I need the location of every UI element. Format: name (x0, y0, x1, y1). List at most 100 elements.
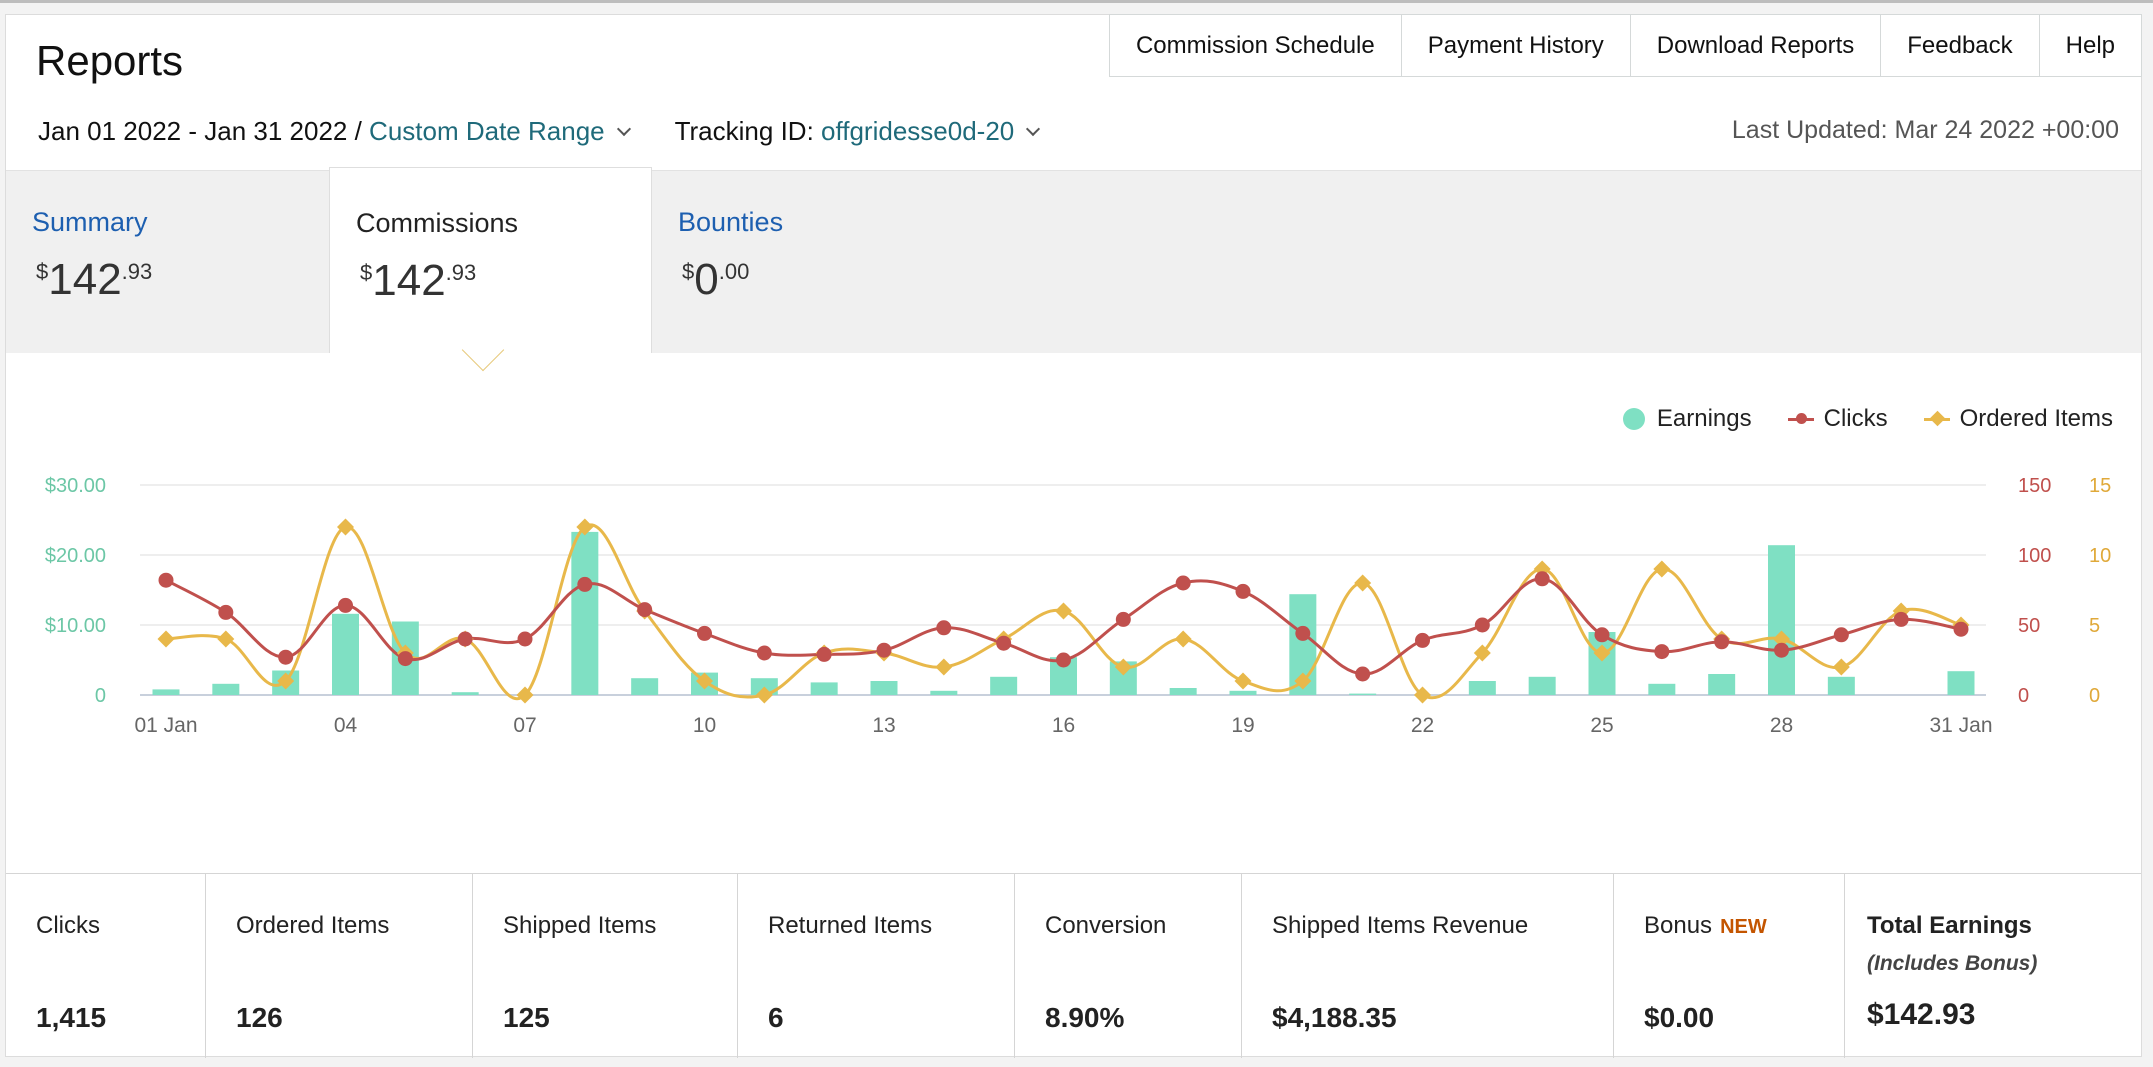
clicks-point (876, 642, 892, 658)
tab-bounties[interactable]: Bounties $0.00 (652, 171, 975, 354)
earnings-bar (990, 676, 1018, 695)
ordered-items-point (516, 686, 534, 704)
help-button[interactable]: Help (2038, 14, 2142, 77)
clicks-point (338, 597, 353, 613)
earnings-bar (1648, 683, 1676, 695)
clicks-line (165, 577, 1962, 676)
tracking-id-dropdown[interactable]: offgridesse0d-20 (821, 116, 1015, 146)
stat-shipped-revenue: Shipped Items Revenue $4,188.35 (1242, 874, 1614, 1058)
tab-commissions-value: $142.93 (360, 256, 477, 305)
clicks-point (397, 651, 413, 667)
earnings-bar (1169, 688, 1197, 695)
ordered-items-point (1832, 658, 1850, 676)
y-right-clicks-tick-label: 0 (2018, 685, 2029, 707)
tab-commissions-label[interactable]: Commissions (356, 208, 519, 238)
clicks-point (1774, 642, 1789, 658)
clicks-point (1415, 632, 1430, 648)
ordered-items-point (1174, 630, 1192, 648)
clicks-line-icon (1787, 412, 1814, 424)
page-title: Reports (36, 37, 184, 84)
legend-earnings[interactable]: Earnings (1622, 405, 1752, 433)
clicks-point (1295, 625, 1311, 641)
x-tick-label: 04 (334, 714, 358, 737)
clicks-point (457, 631, 473, 647)
earnings-bar (1349, 693, 1377, 695)
x-tick-label: 31 Jan (1929, 714, 1992, 737)
earnings-bar (1468, 681, 1496, 695)
date-range-text: Jan 01 2022 - Jan 31 2022 / (38, 116, 362, 146)
clicks-point (1714, 634, 1730, 650)
earnings-bar (1588, 632, 1616, 695)
clicks-point (1953, 621, 1969, 637)
stat-conversion: Conversion 8.90% (1015, 874, 1242, 1058)
tab-bounties-value: $0.00 (682, 255, 750, 304)
commission-schedule-button[interactable]: Commission Schedule (1108, 14, 1401, 77)
ordered-items-point (1773, 630, 1790, 648)
clicks-point (1235, 583, 1251, 599)
tab-summary-value: $142.93 (36, 255, 153, 304)
chevron-down-icon[interactable] (1026, 121, 1041, 136)
chevron-down-icon[interactable] (616, 121, 631, 136)
legend-clicks[interactable]: Clicks (1787, 405, 1888, 433)
earnings-bar (212, 683, 240, 695)
x-tick-label: 13 (872, 714, 895, 737)
clicks-point (756, 645, 772, 661)
clicks-point (1175, 575, 1191, 591)
last-updated: Last Updated: Mar 24 2022 +00:00 (1731, 116, 2119, 144)
ordered-items-point (1055, 602, 1072, 620)
stat-ordered-items: Ordered Items 126 (206, 874, 473, 1058)
filter-bar: Jan 01 2022 - Jan 31 2022 / Custom Date … (38, 116, 1046, 147)
clicks-point (517, 631, 533, 647)
clicks-point (1474, 617, 1490, 633)
stat-clicks: Clicks 1,415 (6, 874, 206, 1058)
stat-shipped-items: Shipped Items 125 (473, 874, 738, 1058)
earnings-dot-icon (1622, 408, 1645, 430)
earnings-bar (451, 692, 479, 695)
tracking-id-label: Tracking ID: (674, 116, 814, 146)
earnings-bar (152, 689, 180, 695)
earnings-bar (1768, 545, 1795, 695)
stat-returned-items: Returned Items 6 (738, 874, 1015, 1058)
y-right-clicks-tick-label: 150 (2018, 475, 2051, 497)
date-range-dropdown[interactable]: Custom Date Range (369, 116, 605, 146)
top-border (0, 0, 2153, 3)
new-badge: NEW (1720, 916, 1767, 938)
clicks-point (1654, 644, 1670, 660)
earnings-bar (1528, 676, 1556, 695)
clicks-point (637, 602, 653, 618)
top-nav: Commission Schedule Payment History Down… (1108, 14, 2142, 77)
earnings-bar (1947, 671, 1975, 695)
earnings-bar (870, 681, 898, 695)
tab-bounties-label[interactable]: Bounties (678, 207, 784, 237)
earnings-bar (930, 690, 958, 695)
ordered-items-point (217, 630, 235, 648)
reports-panel: Reports Commission Schedule Payment Hist… (5, 14, 2142, 1058)
clicks-point (1056, 652, 1071, 668)
ordered-items-point (696, 672, 713, 690)
ordered-items-point (157, 630, 175, 648)
x-tick-label: 10 (693, 714, 716, 737)
payment-history-button[interactable]: Payment History (1400, 14, 1630, 77)
y-right-clicks-tick-label: 100 (2018, 545, 2051, 567)
ordered-items-point (1114, 658, 1132, 676)
ordered-items-point (1653, 560, 1671, 578)
y-right-ordered-tick-label: 0 (2089, 685, 2100, 707)
ordered-items-point (1473, 644, 1491, 662)
clicks-point (158, 572, 174, 588)
stats-row: Clicks 1,415 Ordered Items 126 Shipped I… (6, 873, 2141, 1058)
download-reports-button[interactable]: Download Reports (1629, 14, 1881, 77)
earnings-bar (332, 613, 359, 695)
clicks-point (218, 604, 234, 620)
ordered-items-point (1593, 644, 1611, 662)
feedback-button[interactable]: Feedback (1880, 14, 2039, 77)
tab-commissions[interactable]: Commissions $142.93 (329, 167, 652, 353)
legend-ordered-items[interactable]: Ordered Items (1923, 405, 2113, 433)
tab-summary-label[interactable]: Summary (32, 207, 148, 237)
x-tick-label: 22 (1411, 714, 1434, 737)
tab-summary[interactable]: Summary $142.93 (6, 171, 329, 354)
x-tick-label: 25 (1590, 714, 1613, 737)
clicks-point (697, 625, 712, 641)
clicks-point (1893, 611, 1909, 627)
y-right-ordered-tick-label: 5 (2089, 615, 2100, 637)
y-left-tick-label: 0 (95, 685, 106, 707)
